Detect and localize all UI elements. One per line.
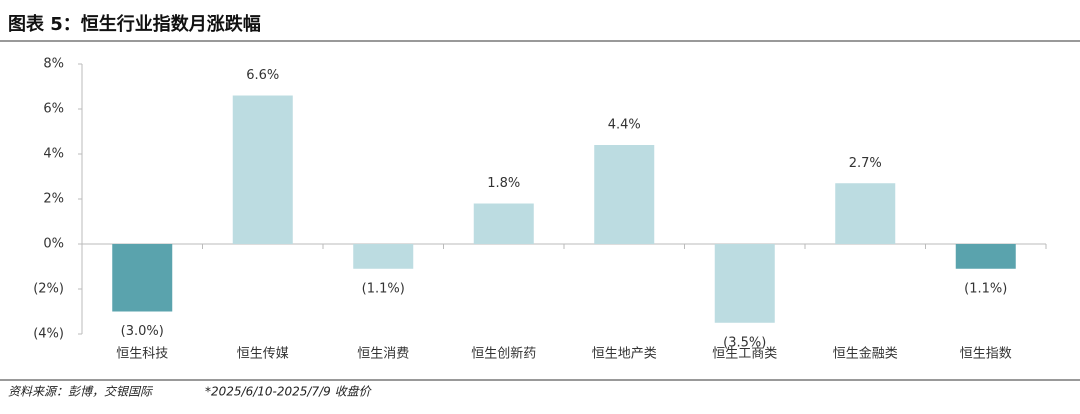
chart-title: 图表 5：恒生行业指数月涨跌幅: [8, 13, 261, 35]
y-tick-label: (2%): [33, 282, 64, 297]
x-tick-label: 恒生工商类: [712, 347, 777, 362]
x-tick-label: 恒生指数: [960, 347, 1012, 362]
bar: [232, 95, 293, 244]
x-tick-label: 恒生地产类: [592, 347, 657, 362]
value-label: (1.1%): [964, 281, 1007, 296]
bar: [112, 244, 173, 312]
value-label: 2.7%: [849, 156, 882, 171]
x-tick-label: 恒生金融类: [833, 346, 898, 362]
y-tick-label: 6%: [43, 102, 64, 117]
bar: [594, 145, 655, 244]
y-tick-label: 0%: [43, 237, 64, 252]
bar: [714, 244, 775, 323]
value-label: (1.1%): [362, 281, 405, 296]
x-tick-label: 恒生创新药: [471, 346, 536, 362]
value-label: 4.4%: [608, 118, 641, 133]
x-tick-label: 恒生传媒: [237, 347, 289, 362]
bar: [353, 244, 414, 269]
source: 资料来源：彭博，交银国际: [8, 385, 154, 399]
x-tick-label: 恒生消费: [357, 347, 409, 362]
value-label: 6.6%: [246, 68, 279, 83]
bar: [473, 203, 534, 244]
y-tick-label: 8%: [43, 57, 64, 72]
y-tick-label: 4%: [43, 147, 64, 162]
bar: [955, 244, 1016, 269]
x-tick-label: 恒生科技: [116, 347, 168, 362]
bar: [835, 183, 896, 244]
note: *2025/6/10-2025/7/9 收盘价: [205, 385, 373, 399]
y-tick-label: (4%): [33, 327, 64, 342]
value-label: (3.5%): [723, 335, 766, 350]
value-label: 1.8%: [487, 176, 520, 191]
y-tick-label: 2%: [43, 192, 64, 207]
value-label: (3.0%): [121, 324, 164, 339]
